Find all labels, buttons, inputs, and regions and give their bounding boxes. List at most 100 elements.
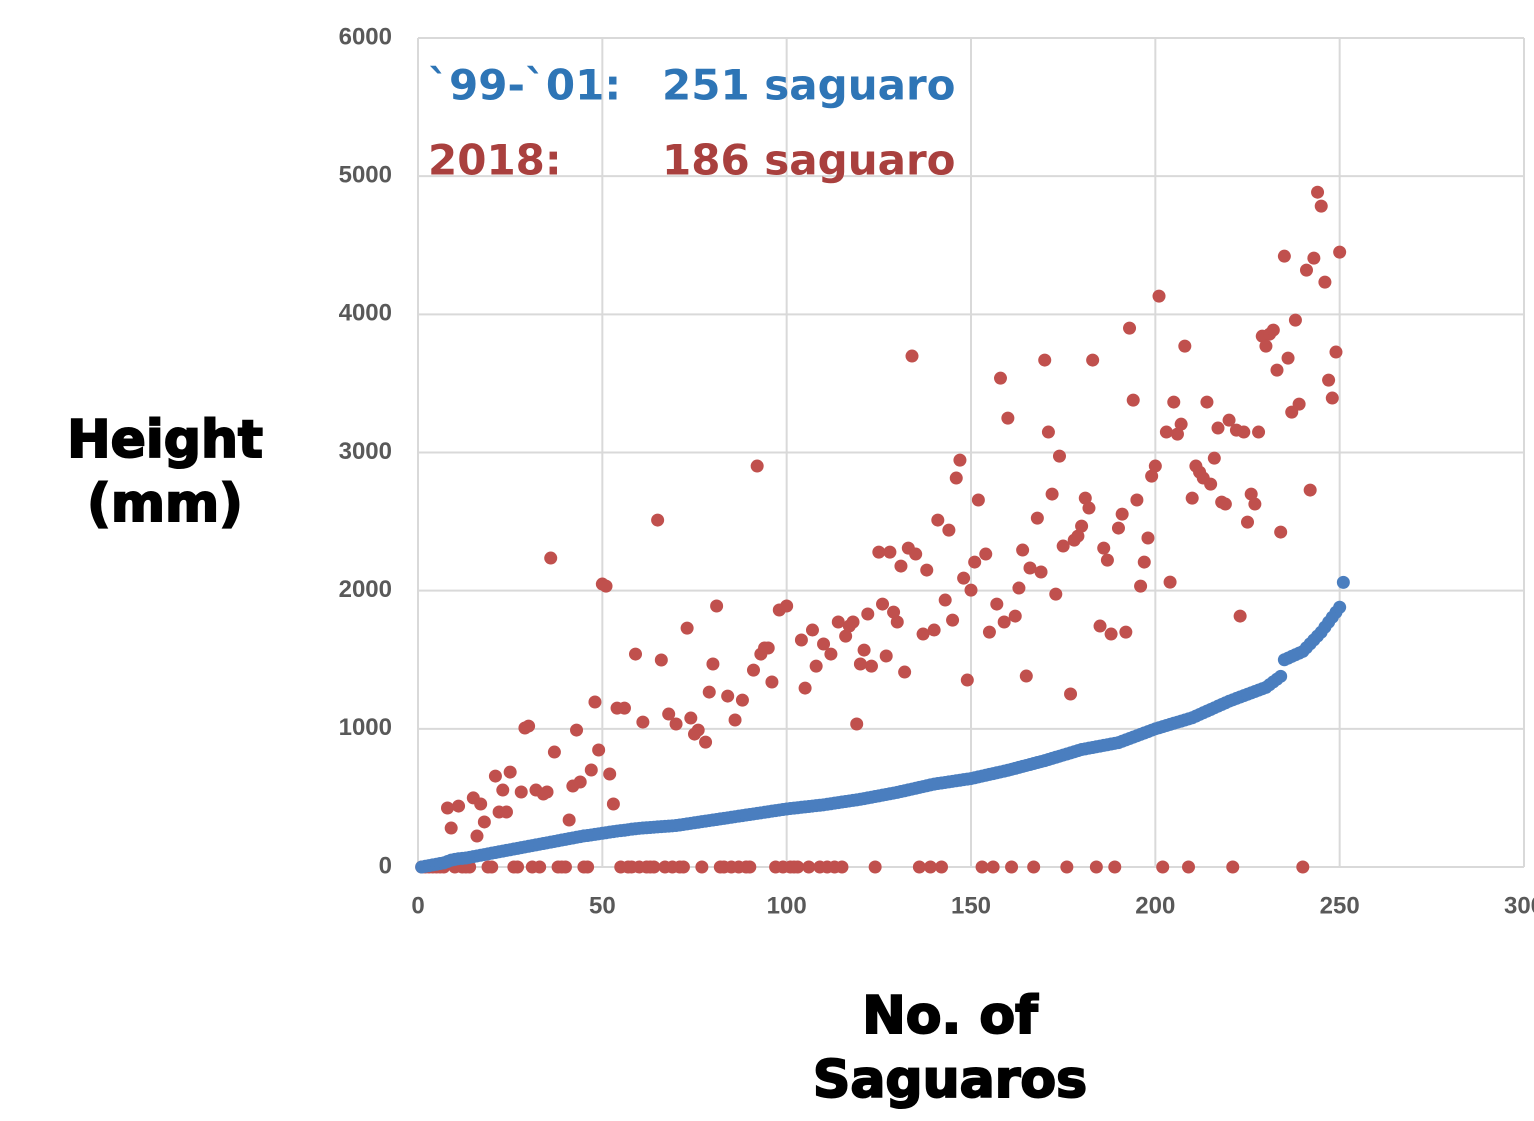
point xyxy=(1336,575,1350,589)
x-tick-label: 50 xyxy=(589,892,616,919)
point xyxy=(850,717,864,731)
point xyxy=(1012,581,1026,595)
point xyxy=(1329,345,1343,359)
point xyxy=(743,860,757,874)
point xyxy=(1001,411,1015,425)
point xyxy=(1075,519,1089,533)
point xyxy=(1241,515,1254,529)
point xyxy=(1034,565,1048,579)
point xyxy=(452,799,466,813)
x-tick-label: 0 xyxy=(411,892,424,919)
point xyxy=(1078,491,1092,505)
point xyxy=(1019,669,1033,683)
point xyxy=(680,621,694,635)
point xyxy=(511,860,525,874)
point xyxy=(1137,555,1151,569)
point xyxy=(798,681,812,695)
point xyxy=(599,579,613,593)
point xyxy=(470,829,484,843)
point xyxy=(1082,501,1096,515)
point xyxy=(1030,511,1044,525)
point xyxy=(617,701,631,715)
point xyxy=(1288,313,1302,327)
point xyxy=(544,551,558,565)
point xyxy=(1152,289,1166,303)
point xyxy=(923,860,937,874)
point xyxy=(912,860,926,874)
point xyxy=(857,643,871,657)
point xyxy=(957,571,971,585)
point xyxy=(1248,497,1262,511)
y-tick-label: 1000 xyxy=(339,714,392,741)
point xyxy=(876,597,890,611)
point xyxy=(1108,860,1122,874)
point xyxy=(581,860,595,874)
point xyxy=(872,545,886,559)
point xyxy=(1274,669,1288,683)
point xyxy=(488,769,502,783)
point xyxy=(558,860,572,874)
point xyxy=(662,707,676,721)
annotation: 186 saguaro xyxy=(662,136,956,185)
point xyxy=(1277,249,1291,263)
point xyxy=(603,767,617,781)
point xyxy=(990,597,1004,611)
point xyxy=(1008,609,1022,623)
point xyxy=(1123,321,1137,335)
point xyxy=(1218,497,1232,511)
point xyxy=(853,657,867,671)
point xyxy=(1299,263,1313,277)
point xyxy=(584,763,598,777)
annotation: `99-`01: xyxy=(428,61,621,110)
point xyxy=(562,813,576,827)
point xyxy=(898,665,912,679)
point xyxy=(706,657,720,671)
point xyxy=(1237,425,1251,439)
point xyxy=(1170,427,1184,441)
point xyxy=(1281,351,1295,365)
point xyxy=(1233,609,1247,623)
point xyxy=(938,593,952,607)
y-axis-label: Height (mm) xyxy=(66,409,264,535)
point xyxy=(728,713,742,727)
point xyxy=(1204,477,1218,491)
point xyxy=(809,659,823,673)
point xyxy=(474,797,488,811)
point xyxy=(765,675,779,689)
point xyxy=(573,775,587,789)
point xyxy=(890,615,904,629)
point xyxy=(1093,619,1107,633)
point xyxy=(1049,587,1063,601)
point xyxy=(1163,575,1177,589)
point xyxy=(1159,425,1173,439)
point xyxy=(636,715,650,729)
point xyxy=(651,513,665,527)
point xyxy=(496,783,510,797)
point xyxy=(1167,395,1181,409)
point xyxy=(1130,493,1144,507)
point xyxy=(1060,860,1074,874)
point xyxy=(647,860,661,874)
point xyxy=(1045,487,1059,501)
point xyxy=(1064,687,1078,701)
point xyxy=(1097,541,1111,555)
x-axis-label: No. of Saguaros xyxy=(812,985,1088,1111)
point xyxy=(1016,543,1030,557)
point xyxy=(802,860,816,874)
point xyxy=(909,547,923,561)
x-tick-label: 150 xyxy=(951,892,991,919)
point xyxy=(514,785,528,799)
point xyxy=(1296,860,1310,874)
point xyxy=(835,860,849,874)
y-tick-label: 2000 xyxy=(339,576,392,603)
point xyxy=(1027,860,1041,874)
point xyxy=(883,545,897,559)
point xyxy=(839,629,853,643)
point xyxy=(691,723,705,737)
point xyxy=(1266,323,1280,337)
point xyxy=(695,860,709,874)
point xyxy=(968,555,982,569)
point xyxy=(817,637,831,651)
point xyxy=(1041,425,1055,439)
point xyxy=(1086,353,1100,367)
